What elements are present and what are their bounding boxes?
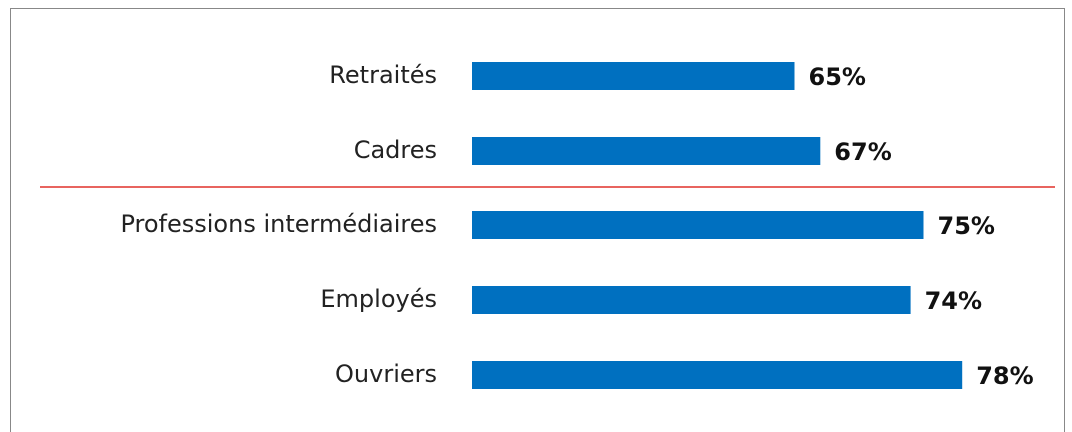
value-label: 75% xyxy=(938,212,995,240)
bar xyxy=(472,137,821,165)
bar xyxy=(472,361,963,389)
bar xyxy=(472,286,911,314)
value-label: 65% xyxy=(809,63,866,91)
value-label: 78% xyxy=(976,362,1033,390)
category-label: Ouvriers xyxy=(335,360,437,388)
value-label: 67% xyxy=(834,138,891,166)
bar xyxy=(472,62,795,90)
category-label: Retraités xyxy=(329,61,437,89)
category-label: Employés xyxy=(320,285,437,313)
bar xyxy=(472,211,924,239)
category-label: Professions intermédiaires xyxy=(120,210,437,238)
category-label: Cadres xyxy=(354,136,437,164)
value-label: 74% xyxy=(925,287,982,315)
